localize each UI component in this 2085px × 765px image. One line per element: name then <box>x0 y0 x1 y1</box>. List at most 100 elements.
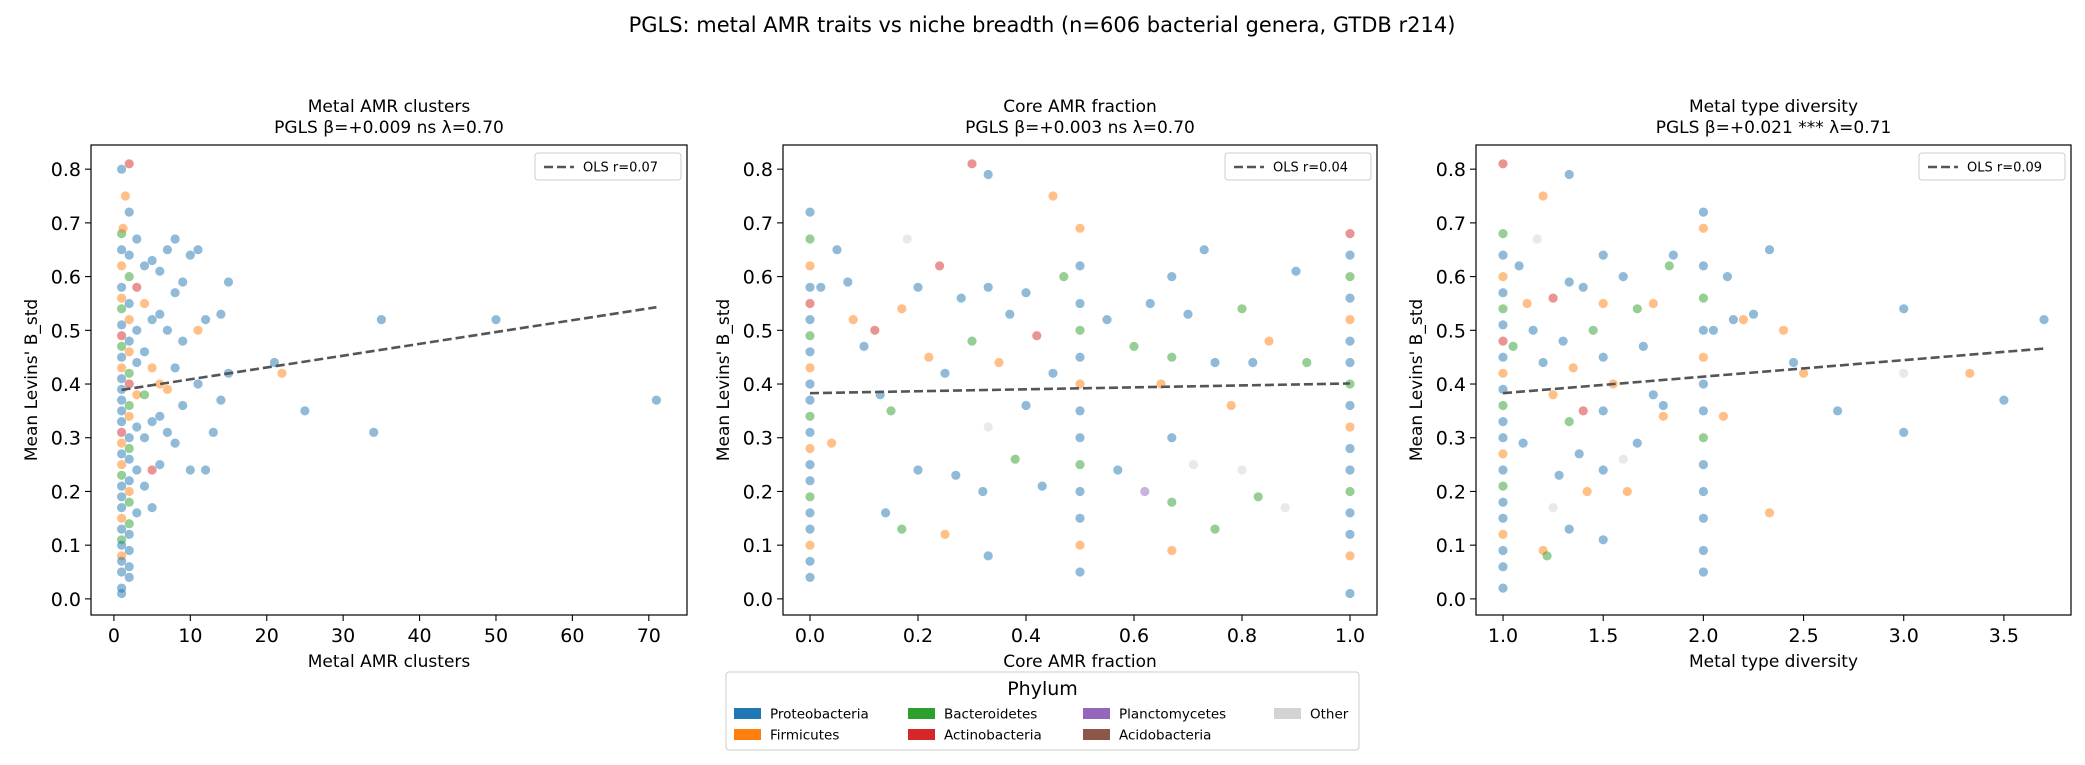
scatter-point <box>1075 433 1085 443</box>
y-tick-label: 0.2 <box>51 481 81 503</box>
scatter-point <box>1345 422 1355 432</box>
scatter-point <box>1648 390 1658 400</box>
scatter-point <box>117 503 127 513</box>
scatter-point <box>1764 245 1775 255</box>
scatter-point <box>124 250 134 260</box>
panel-subtitle: PGLS β=+0.021 *** λ=0.71 <box>1656 118 1892 138</box>
scatter-point <box>1564 169 1574 180</box>
scatter-point <box>117 245 127 255</box>
scatter-point <box>1010 454 1020 464</box>
scatter-point <box>1718 411 1728 421</box>
scatter-point <box>117 427 127 437</box>
scatter-point <box>1280 503 1290 513</box>
scatter-point <box>1075 486 1085 497</box>
y-tick-label: 0.1 <box>743 535 773 557</box>
scatter-point <box>1498 229 1508 239</box>
scatter-point <box>185 465 195 475</box>
scatter-point <box>117 417 127 427</box>
panel-title: Core AMR fraction <box>1003 97 1157 117</box>
scatter-point <box>1498 449 1508 459</box>
scatter-point <box>120 191 130 201</box>
scatter-point <box>805 524 815 534</box>
scatter-point <box>1167 497 1177 507</box>
scatter-point <box>1498 400 1508 411</box>
scatter-point <box>124 486 134 497</box>
scatter-point <box>193 325 203 335</box>
scatter-point <box>162 427 172 437</box>
scatter-point <box>1075 298 1085 309</box>
y-axis-label: Mean Levins' B_std <box>714 299 734 461</box>
ols-legend-label: OLS r=0.04 <box>1273 161 1348 176</box>
scatter-point <box>1498 583 1508 593</box>
scatter-point <box>132 357 142 368</box>
scatter-point <box>1658 400 1668 411</box>
x-tick-label: 0.2 <box>903 625 933 647</box>
scatter-point <box>139 390 150 400</box>
scatter-point <box>1538 357 1548 368</box>
scatter-point <box>1698 545 1708 556</box>
scatter-point <box>124 272 134 282</box>
scatter-point <box>132 325 142 335</box>
y-tick-label: 0.2 <box>1436 481 1466 503</box>
scatter-points <box>1498 159 2049 593</box>
scatter-point <box>124 529 134 540</box>
y-tick-label: 0.8 <box>51 159 81 181</box>
y-tick-label: 0.0 <box>1436 589 1466 611</box>
scatter-point <box>1345 336 1355 346</box>
scatter-point <box>1188 460 1198 470</box>
scatter-point <box>155 411 165 421</box>
scatter-point <box>170 234 180 244</box>
scatter-point <box>827 438 837 448</box>
scatter-point <box>1538 191 1548 201</box>
scatter-point <box>940 529 950 540</box>
phylum-swatch <box>908 708 935 719</box>
scatter-point <box>117 320 127 330</box>
x-tick-label: 70 <box>637 625 661 647</box>
phylum-legend: Phylum Proteobacteria Firmicutes Bacteroide… <box>725 671 1360 751</box>
x-tick-label: 2.5 <box>1788 625 1818 647</box>
x-tick-label: 0.6 <box>1119 625 1149 647</box>
x-tick-label: 0.0 <box>795 625 825 647</box>
scatter-point <box>978 486 988 497</box>
scatter-point <box>1167 433 1177 443</box>
scatter-point <box>124 443 134 454</box>
scatter-point <box>1564 417 1574 427</box>
scatter-point <box>1498 497 1508 507</box>
scatter-point <box>147 363 157 373</box>
y-axis-label: Mean Levins' B_std <box>1407 299 1427 461</box>
x-tick-label: 0.4 <box>1011 625 1041 647</box>
scatter-point <box>1345 443 1355 454</box>
scatter-point <box>1498 433 1508 443</box>
scatter-point <box>870 325 880 335</box>
scatter-point <box>913 465 923 475</box>
scatter-point <box>1075 223 1085 233</box>
scatter-point <box>1102 315 1112 325</box>
panel-subtitle: PGLS β=+0.003 ns λ=0.70 <box>965 118 1195 138</box>
phylum-label: Bacteroidetes <box>944 707 1037 723</box>
x-tick-label: 0 <box>108 625 120 647</box>
scatter-point <box>1075 325 1085 335</box>
scatter-point <box>117 460 127 470</box>
scatter-point <box>1226 400 1236 411</box>
x-tick-label: 0.8 <box>1227 625 1257 647</box>
scatter-point <box>1291 266 1301 276</box>
scatter-point <box>1564 277 1574 287</box>
scatter-point <box>132 508 142 518</box>
scatter-point <box>897 524 907 534</box>
scatter-point <box>117 449 127 459</box>
scatter-point <box>1498 288 1508 298</box>
scatter-point <box>1658 411 1668 421</box>
scatter-point <box>1899 304 1909 314</box>
scatter-point <box>1167 352 1177 362</box>
scatter-point <box>178 400 188 411</box>
scatter-point <box>1345 508 1355 518</box>
phylum-label: Proteobacteria <box>770 707 869 723</box>
scatter-point <box>124 347 134 357</box>
scatter-point <box>117 341 127 351</box>
scatter-point <box>132 282 142 292</box>
phylum-legend-item: Bacteroidetes <box>908 707 1037 723</box>
scatter-point <box>162 384 172 394</box>
scatter-point <box>1598 406 1608 416</box>
scatter-point <box>1999 395 2009 405</box>
